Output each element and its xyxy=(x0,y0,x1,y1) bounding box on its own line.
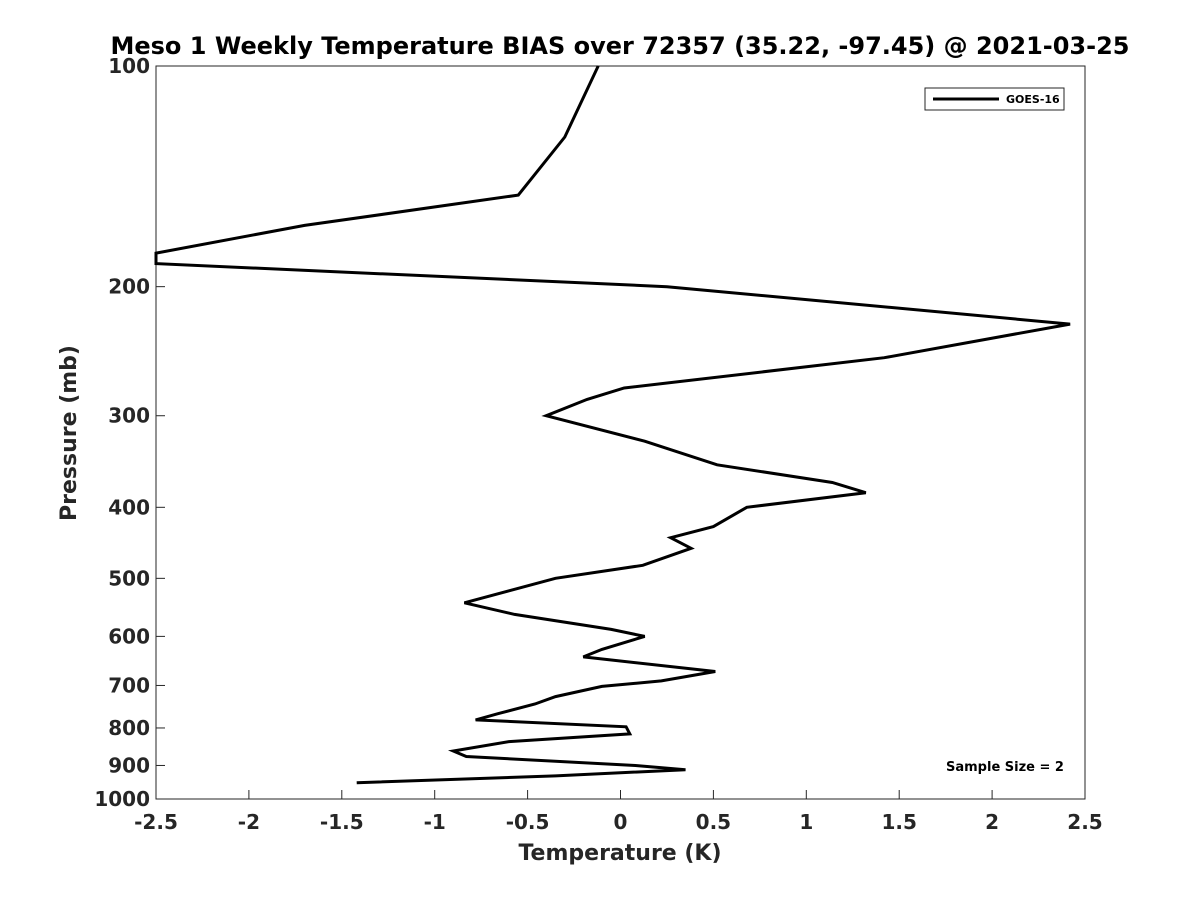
x-tick-label: 2 xyxy=(985,810,999,834)
chart-title: Meso 1 Weekly Temperature BIAS over 7235… xyxy=(110,32,1129,60)
x-tick-label: -0.5 xyxy=(506,810,550,834)
x-tick-label: 0 xyxy=(614,810,628,834)
plot-area xyxy=(155,65,1086,800)
y-tick-label: 300 xyxy=(108,404,150,428)
y-tick-label: 1000 xyxy=(94,787,150,811)
y-tick-label: 500 xyxy=(108,566,150,590)
legend: GOES-16 xyxy=(924,87,1065,111)
y-tick-label: 100 xyxy=(108,54,150,78)
y-tick-label: 600 xyxy=(108,624,150,648)
legend-entry-goes-16: GOES-16 xyxy=(1006,93,1060,106)
y-axis: 100 200 300 400 500 600 700 800 900 1000 xyxy=(94,54,165,811)
y-tick-label: 800 xyxy=(108,716,150,740)
x-tick-label: 1.5 xyxy=(881,810,916,834)
x-tick-label: -1 xyxy=(424,810,446,834)
x-tick-label: -2 xyxy=(238,810,260,834)
y-axis-label: Pressure (mb) xyxy=(57,345,82,521)
y-tick-label: 700 xyxy=(108,673,150,697)
sample-size-annotation: Sample Size = 2 xyxy=(946,760,1064,775)
x-axis-label: Temperature (K) xyxy=(518,841,721,866)
x-tick-label: -1.5 xyxy=(320,810,364,834)
series-line-goes-16 xyxy=(154,65,1071,785)
x-axis: -2.5 -2 -1.5 -1 -0.5 0 0.5 1 1.5 2 2.5 xyxy=(134,790,1103,834)
x-tick-label: -2.5 xyxy=(134,810,178,834)
y-tick-label: 900 xyxy=(108,753,150,777)
x-tick-label: 2.5 xyxy=(1067,810,1102,834)
y-tick-label: 400 xyxy=(108,495,150,519)
y-tick-label: 200 xyxy=(108,275,150,299)
x-tick-label: 1 xyxy=(799,810,813,834)
x-tick-label: 0.5 xyxy=(696,810,731,834)
